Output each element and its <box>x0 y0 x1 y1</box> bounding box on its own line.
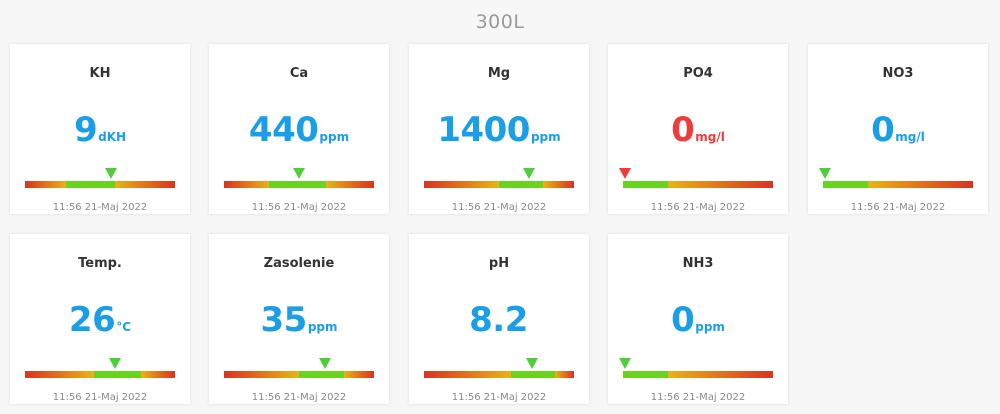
range-high-segment <box>140 371 175 378</box>
measurement-timestamp: 11:56 21-Maj 2022 <box>650 392 746 403</box>
parameter-card-no3[interactable]: NO3 0mg/l 11:56 21-Maj 2022 <box>808 44 988 214</box>
parameter-card-zasolenie[interactable]: Zasolenie 35ppm 11:56 21-Maj 2022 <box>209 234 389 404</box>
range-high-segment <box>326 181 374 188</box>
range-bar <box>25 168 175 188</box>
marker-triangle-icon <box>293 168 305 179</box>
parameter-card-ca[interactable]: Ca 440ppm 11:56 21-Maj 2022 <box>209 44 389 214</box>
range-bar <box>619 358 773 378</box>
measurement-timestamp: 11:56 21-Maj 2022 <box>850 202 946 213</box>
parameter-value: 440ppm <box>209 110 389 150</box>
range-ok-segment <box>269 181 326 188</box>
parameter-name: Temp. <box>78 256 122 271</box>
range-ok-segment <box>623 371 668 378</box>
value-number: 9 <box>73 110 98 150</box>
measurement-timestamp: 11:56 21-Maj 2022 <box>451 202 547 213</box>
parameter-name: pH <box>488 256 510 271</box>
value-number: 0 <box>871 110 895 150</box>
value-unit: dKH <box>98 130 127 144</box>
value-unit: ppm <box>319 130 350 144</box>
parameter-name: Zasolenie <box>263 256 335 271</box>
range-ok-segment <box>499 181 543 188</box>
value-unit: ppm <box>695 320 725 334</box>
range-bar <box>224 168 374 188</box>
parameter-value: 1400ppm <box>409 110 589 150</box>
value-number: 35 <box>260 300 307 340</box>
measurement-timestamp: 11:56 21-Maj 2022 <box>650 202 746 213</box>
parameter-value: 0ppm <box>608 300 788 340</box>
range-bar <box>619 168 773 188</box>
parameter-value: 0mg/l <box>608 110 788 150</box>
marker-triangle-icon <box>619 358 631 369</box>
value-unit: mg/l <box>695 130 725 144</box>
value-number: 440 <box>248 110 319 150</box>
range-ok-segment <box>94 371 141 378</box>
range-bar <box>819 168 973 188</box>
range-high-segment <box>668 181 773 188</box>
value-number: 26 <box>68 300 116 340</box>
value-unit: ppm <box>530 130 561 144</box>
parameter-name: NH3 <box>682 256 714 271</box>
parameter-card-nh3[interactable]: NH3 0ppm 11:56 21-Maj 2022 <box>608 234 788 404</box>
parameter-card-kh[interactable]: KH 9dKH 11:56 21-Maj 2022 <box>10 44 190 214</box>
parameter-name: NO3 <box>882 66 914 81</box>
parameter-name: PO4 <box>683 66 713 81</box>
range-low-segment <box>224 371 299 378</box>
marker-triangle-icon <box>619 168 631 179</box>
value-number: 1400 <box>437 110 530 150</box>
range-bar <box>424 168 574 188</box>
value-number: 0 <box>671 110 695 150</box>
parameter-value: 0mg/l <box>808 110 988 150</box>
range-low-segment <box>224 181 269 188</box>
parameter-value: 35ppm <box>209 300 389 340</box>
marker-triangle-icon <box>109 358 121 369</box>
range-high-segment <box>554 371 574 378</box>
value-number: 8.2 <box>469 300 528 340</box>
measurement-timestamp: 11:56 21-Maj 2022 <box>451 392 547 403</box>
measurement-timestamp: 11:56 21-Maj 2022 <box>52 202 148 213</box>
range-bar <box>25 358 175 378</box>
range-low-segment <box>25 371 94 378</box>
range-high-segment <box>668 371 773 378</box>
range-high-segment <box>868 181 973 188</box>
parameter-card-po4[interactable]: PO4 0mg/l 11:56 21-Maj 2022 <box>608 44 788 214</box>
parameter-value: 9dKH <box>10 110 190 150</box>
parameter-value: 26°C <box>10 300 190 340</box>
parameter-name: Ca <box>289 66 309 81</box>
parameter-name: Mg <box>487 66 511 81</box>
range-ok-segment <box>823 181 868 188</box>
value-number: 0 <box>671 300 695 340</box>
parameter-card-ph[interactable]: pH 8.2 11:56 21-Maj 2022 <box>409 234 589 404</box>
range-ok-segment <box>65 181 115 188</box>
measurement-timestamp: 11:56 21-Maj 2022 <box>251 392 347 403</box>
parameter-card-mg[interactable]: Mg 1400ppm 11:56 21-Maj 2022 <box>409 44 589 214</box>
range-low-segment <box>424 371 511 378</box>
value-unit: mg/l <box>895 130 925 144</box>
value-unit: ppm <box>307 320 338 334</box>
range-bar <box>424 358 574 378</box>
range-low-segment <box>25 181 66 188</box>
marker-triangle-icon <box>104 168 117 179</box>
parameter-name: KH <box>89 66 111 81</box>
range-ok-segment <box>511 371 555 378</box>
page-title: 300L <box>475 11 525 33</box>
range-high-segment <box>344 371 374 378</box>
marker-triangle-icon <box>318 358 331 369</box>
range-ok-segment <box>623 181 668 188</box>
range-ok-segment <box>299 371 344 378</box>
parameter-value: 8.2 <box>409 300 589 340</box>
range-low-segment <box>424 181 499 188</box>
marker-triangle-icon <box>523 168 535 179</box>
parameter-card-temp[interactable]: Temp. 26°C 11:56 21-Maj 2022 <box>10 234 190 404</box>
measurement-timestamp: 11:56 21-Maj 2022 <box>52 392 148 403</box>
range-high-segment <box>542 181 574 188</box>
marker-triangle-icon <box>526 358 538 369</box>
marker-triangle-icon <box>819 168 831 179</box>
range-high-segment <box>115 181 175 188</box>
measurement-timestamp: 11:56 21-Maj 2022 <box>251 202 347 213</box>
range-bar <box>224 358 374 378</box>
value-unit: °C <box>116 320 132 334</box>
